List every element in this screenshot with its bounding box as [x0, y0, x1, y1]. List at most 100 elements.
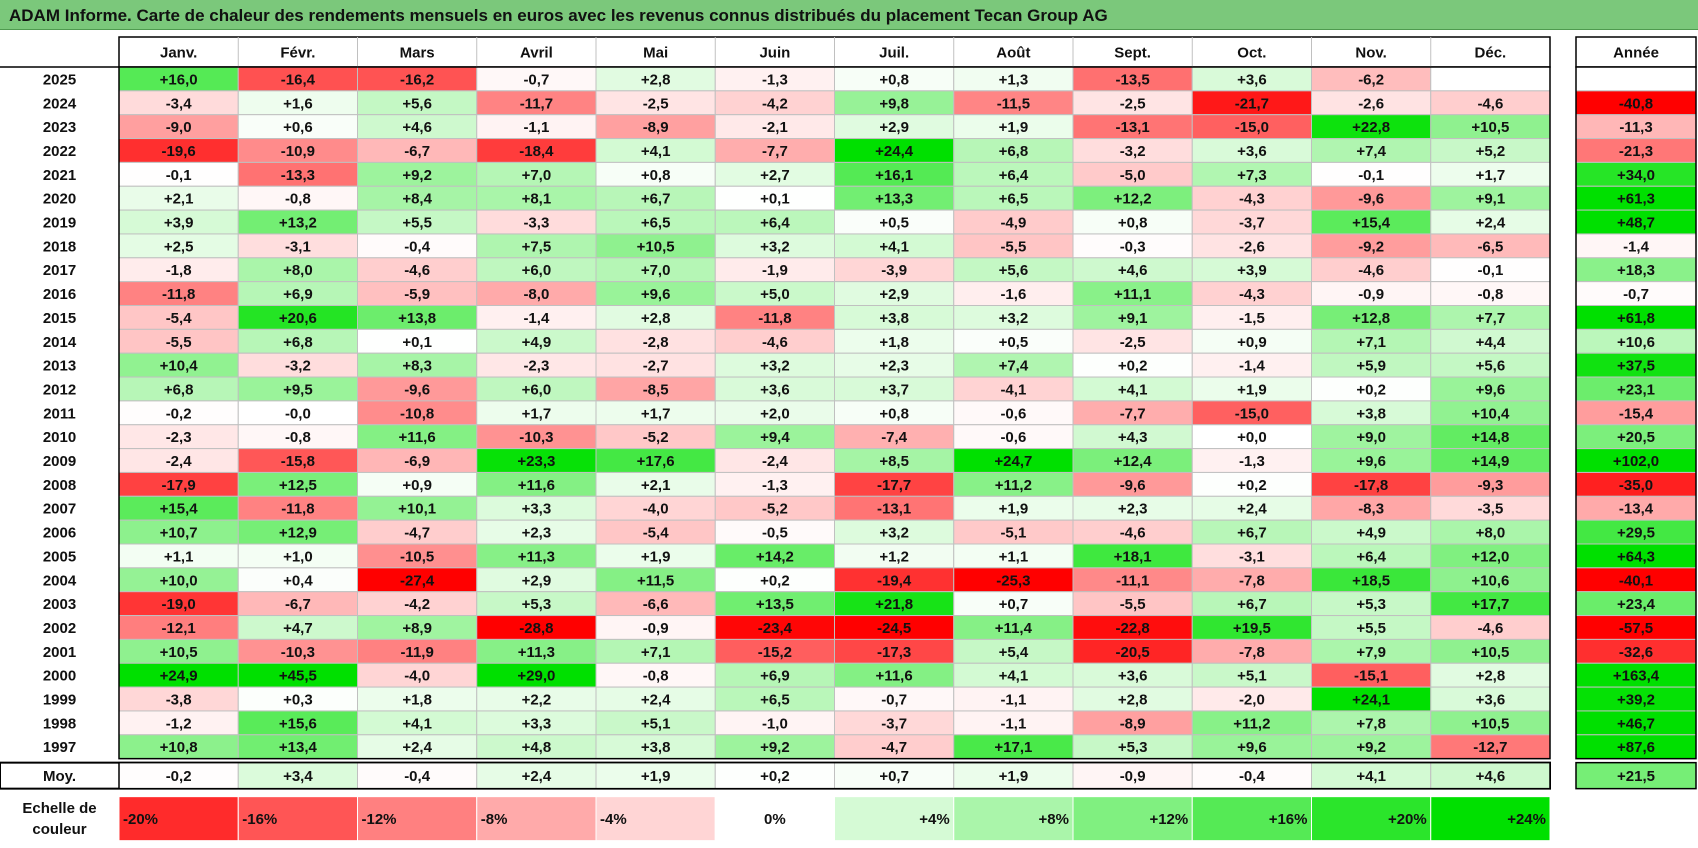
cell-value: +12,4 — [1114, 453, 1153, 470]
cell-value: +2,9 — [522, 572, 552, 589]
cell-value: -6,9 — [404, 453, 430, 470]
row-year-label: 2023 — [43, 119, 76, 136]
cell-value: -6,7 — [285, 596, 311, 613]
cell-value: +5,5 — [1356, 620, 1386, 637]
cell-value: +5,4 — [999, 644, 1029, 661]
cell-value: -4,0 — [643, 501, 669, 518]
average-value: +0,7 — [879, 768, 909, 785]
cell-value: -2,4 — [166, 453, 193, 470]
cell-value: -6,7 — [404, 143, 430, 160]
cell-value: -12,7 — [1473, 739, 1507, 756]
cell-value: +8,0 — [283, 262, 313, 279]
cell-value: +3,6 — [1237, 143, 1267, 160]
cell-value: +5,3 — [1356, 596, 1386, 613]
year-header-label: Année — [1613, 45, 1659, 62]
cell-value: +11,1 — [1114, 286, 1151, 303]
cell-value: -0,9 — [643, 620, 669, 637]
row-year-label: 2015 — [43, 310, 76, 327]
cell-value: +0,9 — [1237, 334, 1267, 351]
cell-value: +13,4 — [279, 739, 318, 756]
cell-value: -5,5 — [1120, 596, 1146, 613]
cell-value: -5,5 — [1000, 238, 1026, 255]
cell-value: -16,2 — [400, 71, 434, 88]
month-header-9: Sept. — [1114, 45, 1151, 62]
scale-swatch — [357, 796, 478, 842]
cell-value: -7,4 — [881, 429, 908, 446]
cell-value: +4,4 — [1476, 334, 1506, 351]
cell-value: +3,3 — [522, 501, 552, 518]
scale-step-label: +12% — [1149, 811, 1188, 828]
cell-value: -4,7 — [404, 525, 430, 542]
scale-step-label: +20% — [1388, 811, 1427, 828]
cell-value: +6,9 — [760, 668, 790, 685]
cell-value: +14,2 — [756, 548, 794, 565]
scale-swatch — [1430, 796, 1551, 842]
scale-swatch — [714, 796, 835, 842]
cell-value: +8,1 — [522, 191, 552, 208]
average-value: +1,9 — [999, 768, 1029, 785]
row-year-label: 2022 — [43, 143, 76, 160]
scale-step-label: -4% — [600, 811, 627, 828]
cell-value: -1,3 — [1239, 453, 1265, 470]
annual-value: -13,4 — [1619, 501, 1654, 518]
cell-value: +0,8 — [641, 167, 671, 184]
cell-value: +3,2 — [760, 238, 790, 255]
average-value: -0,4 — [1239, 768, 1266, 785]
cell-value: -1,2 — [166, 715, 192, 732]
scale-label-line-2: couleur — [32, 821, 86, 838]
cell-value: +0,8 — [1118, 215, 1148, 232]
cell-value: +3,6 — [1118, 668, 1148, 685]
row-year-label: 2025 — [43, 71, 76, 88]
cell-value: +8,0 — [1476, 525, 1506, 542]
chart-title: ADAM Informe. Carte de chaleur des rende… — [9, 6, 1108, 25]
scale-swatch — [237, 796, 358, 842]
cell-value: +10,5 — [1471, 119, 1509, 136]
annual-value: +39,2 — [1617, 692, 1655, 709]
row-year-label: 2016 — [43, 286, 76, 303]
annual-value: -0,7 — [1623, 286, 1649, 303]
annual-value: +102,0 — [1613, 453, 1659, 470]
cell-value: -13,1 — [877, 501, 911, 518]
cell-value: -9,6 — [404, 381, 430, 398]
row-year-label: 2009 — [43, 453, 76, 470]
cell-value: +9,0 — [1356, 429, 1386, 446]
cell-value: +1,7 — [522, 405, 552, 422]
scale-step-label: 0% — [764, 811, 786, 828]
cell-value: +16,0 — [160, 71, 198, 88]
cell-value: -17,9 — [162, 477, 196, 494]
cell-value: -5,1 — [1000, 525, 1026, 542]
cell-value: +5,6 — [402, 95, 432, 112]
cell-value: +9,6 — [641, 286, 671, 303]
cell-value: +2,7 — [760, 167, 790, 184]
cell-value: -13,5 — [1116, 71, 1150, 88]
cell-value: +9,6 — [1356, 453, 1386, 470]
cell-value: +3,2 — [999, 310, 1029, 327]
cell-value: +4,1 — [402, 715, 432, 732]
cell-value: -15,0 — [1235, 119, 1269, 136]
cell-value: -2,1 — [762, 119, 788, 136]
scale-swatch — [1072, 796, 1193, 842]
annual-value: +20,5 — [1617, 429, 1655, 446]
cell-value: -4,2 — [762, 95, 788, 112]
average-value: -0,2 — [166, 768, 192, 785]
cell-value: -2,8 — [643, 334, 669, 351]
cell-value: +6,7 — [1237, 596, 1267, 613]
cell-value: +24,9 — [160, 668, 198, 685]
cell-value: -4,3 — [1239, 286, 1265, 303]
cell-value: -11,1 — [1116, 572, 1149, 589]
cell-value: +12,0 — [1471, 548, 1509, 565]
cell-value: +7,7 — [1476, 310, 1506, 327]
annual-value: -40,8 — [1619, 95, 1653, 112]
cell-value: +0,2 — [760, 572, 790, 589]
cell-value: -8,3 — [1358, 501, 1384, 518]
cell-value: -0,7 — [881, 692, 907, 709]
scale-step-label: +16% — [1269, 811, 1308, 828]
cell-value: +8,9 — [402, 620, 432, 637]
cell-value: +9,1 — [1118, 310, 1148, 327]
cell-value: -5,5 — [166, 334, 192, 351]
cell-value: -4,6 — [1477, 620, 1503, 637]
row-year-label: 2012 — [43, 381, 76, 398]
cell-value: +9,8 — [879, 95, 909, 112]
cell-value: +13,8 — [398, 310, 436, 327]
cell-value: +4,3 — [1118, 429, 1148, 446]
